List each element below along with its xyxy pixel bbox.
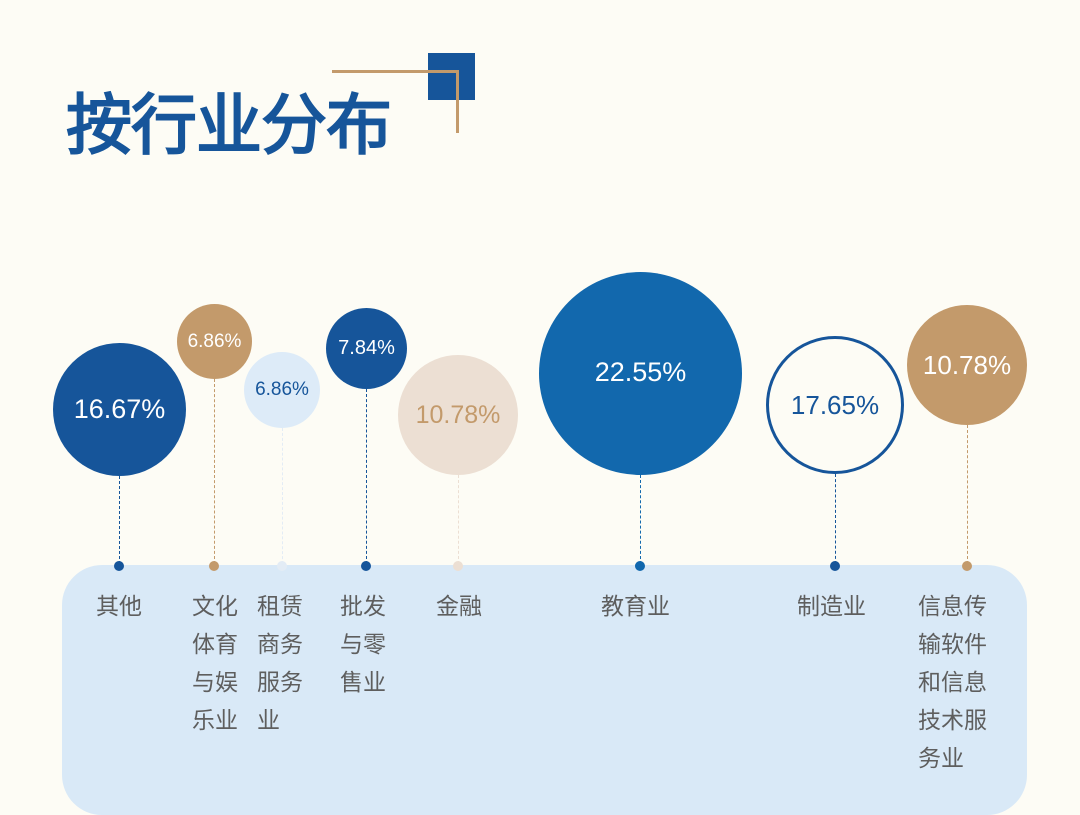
category-label-education: 教育业 (601, 594, 670, 620)
bubble-wholesale-retail: 7.84% (326, 308, 407, 389)
bubble-value: 16.67% (73, 394, 166, 424)
decorative-line-vertical (456, 70, 459, 133)
connector-line (458, 475, 459, 564)
decorative-line-horizontal (332, 70, 459, 73)
decorative-square (428, 53, 475, 100)
connector-line (214, 379, 215, 564)
bubble-value: 22.55% (594, 357, 687, 387)
bubble-value: 7.84% (338, 337, 395, 359)
connector-dot (361, 561, 371, 571)
category-label-wholesale-retail: 批发 与零 售业 (340, 594, 386, 696)
bubble-value: 10.78% (922, 349, 1012, 380)
connector-line (119, 476, 120, 564)
connector-line (282, 428, 283, 564)
connector-dot (962, 561, 972, 571)
bubble-value: 17.65% (790, 389, 880, 420)
category-label-it-services: 信息传 输软件 和信息 技术服 务业 (918, 594, 987, 772)
connector-dot (114, 561, 124, 571)
connector-dot (277, 561, 287, 571)
connector-dot (830, 561, 840, 571)
category-label-leasing-business: 租赁 商务 服务 业 (257, 594, 303, 734)
category-label-finance: 金融 (436, 594, 482, 620)
bubble-leasing-business: 6.86% (244, 352, 320, 428)
connector-line (640, 475, 641, 564)
connector-line (366, 389, 367, 564)
bubble-other: 16.67% (53, 343, 186, 476)
labels-panel (62, 565, 1027, 815)
page-title: 按行业分布 (66, 87, 392, 164)
bubble-value: 10.78% (415, 400, 501, 429)
bubble-manufacturing: 17.65% (766, 336, 904, 474)
connector-dot (453, 561, 463, 571)
bubble-value: 6.86% (187, 330, 242, 352)
category-label-other: 其他 (96, 594, 142, 620)
connector-dot (209, 561, 219, 571)
connector-line (967, 425, 968, 564)
bubble-it-services: 10.78% (907, 305, 1027, 425)
bubble-education: 22.55% (539, 272, 742, 475)
category-label-culture-sports: 文化 体育 与娱 乐业 (192, 594, 238, 734)
bubble-finance: 10.78% (398, 355, 518, 475)
bubble-culture-sports: 6.86% (177, 304, 252, 379)
category-label-manufacturing: 制造业 (797, 594, 866, 620)
bubble-value: 6.86% (255, 379, 309, 400)
connector-dot (635, 561, 645, 571)
connector-line (835, 474, 836, 564)
